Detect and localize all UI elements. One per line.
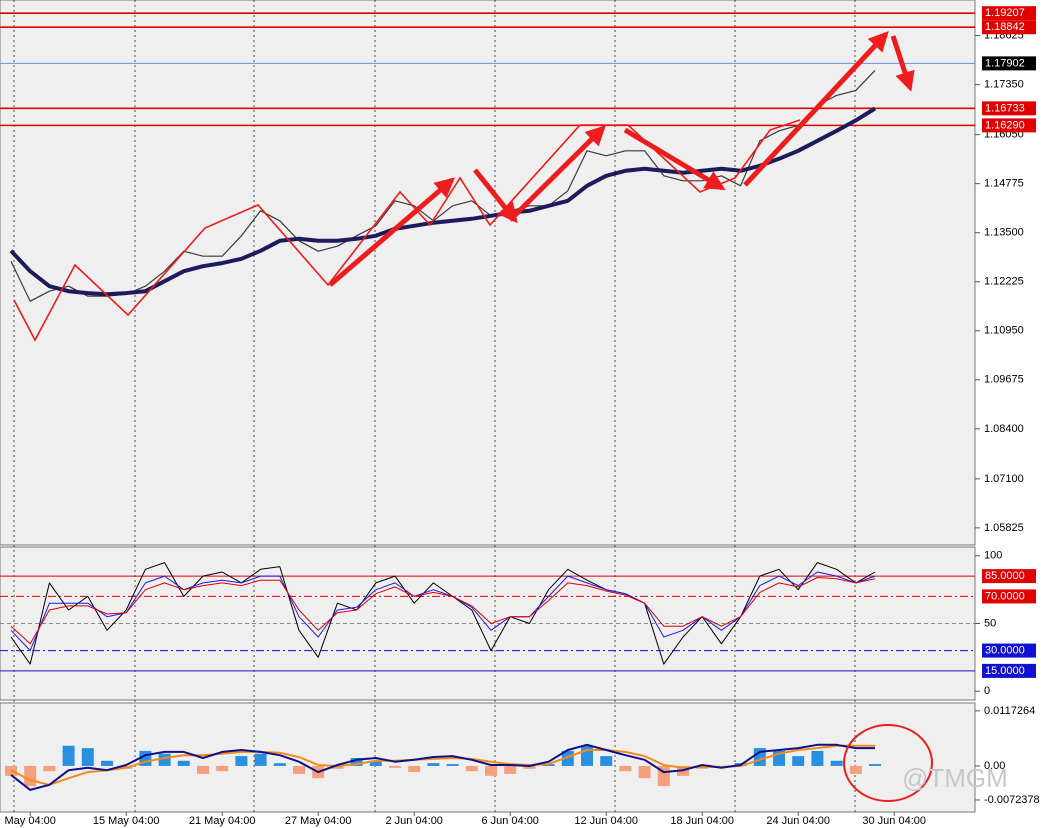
- level-label-box: [982, 20, 1036, 35]
- series-line: [10, 577, 876, 645]
- histogram-bar: [849, 765, 862, 774]
- histogram-bar: [485, 765, 497, 776]
- level-label-box: [982, 56, 1036, 71]
- y-tick-label: 1.07100: [984, 473, 1024, 485]
- y-tick-label: 100: [984, 550, 1002, 562]
- level-label-box: [982, 643, 1036, 658]
- x-tick-label: May 04:00: [5, 815, 56, 827]
- y-tick-label: 1.10950: [984, 325, 1024, 337]
- level-label: 70.0000: [985, 590, 1025, 602]
- series-line: [9, 106, 877, 297]
- histogram-bar: [408, 765, 421, 773]
- histogram-bar: [523, 765, 536, 769]
- histogram-bar: [869, 764, 881, 766]
- histogram-bar: [446, 764, 459, 766]
- level-label-box: [982, 118, 1036, 133]
- histogram-bar: [369, 760, 382, 766]
- histogram-bar: [792, 756, 805, 766]
- histogram-bar: [24, 765, 37, 787]
- histogram-bar: [331, 765, 344, 769]
- histogram-bar: [350, 757, 363, 766]
- histogram-bar: [43, 765, 56, 772]
- y-tick-label: -0.0072378: [984, 794, 1040, 806]
- series-line: [10, 562, 876, 665]
- level-label: 1.16290: [985, 119, 1025, 131]
- y-tick-label: 0: [984, 685, 990, 697]
- level-label: 30.0000: [985, 644, 1025, 656]
- level-label: 85.0000: [985, 570, 1025, 582]
- histogram-bar: [273, 763, 286, 766]
- level-label-box: [982, 569, 1036, 584]
- level-label: 1.17902: [985, 57, 1025, 69]
- histogram-bar: [561, 750, 574, 766]
- histogram-bar: [600, 756, 613, 766]
- arrow: [743, 31, 889, 187]
- y-tick-label: 1.14775: [984, 178, 1024, 190]
- highlight-circle: [843, 724, 933, 802]
- level-label-box: [982, 589, 1036, 604]
- x-tick-label: 2 Jun 04:00: [385, 815, 443, 827]
- histogram-bar: [465, 765, 478, 772]
- x-tick-label: 12 Jun 04:00: [574, 815, 638, 827]
- histogram-bar: [216, 765, 229, 772]
- watermark: @TMGM: [902, 763, 1008, 793]
- series-line: [10, 69, 876, 302]
- histogram-bar: [811, 750, 824, 766]
- y-tick-label: 1.05825: [984, 522, 1024, 534]
- histogram-bar: [197, 765, 209, 774]
- arrow: [890, 35, 915, 92]
- x-tick-label: 6 Jun 04:00: [481, 815, 539, 827]
- y-tick-label: 0.00: [984, 760, 1005, 772]
- y-tick-label: 1.12225: [984, 276, 1024, 288]
- level-label-box: [982, 663, 1036, 678]
- histogram-bar: [389, 765, 401, 768]
- y-tick-label: 0.0117264: [984, 705, 1035, 717]
- session-separators: [13, 0, 856, 812]
- histogram-bar: [62, 745, 75, 766]
- x-tick-label: 24 Jun 04:00: [766, 815, 830, 827]
- arrow: [623, 127, 726, 191]
- histogram-bar: [101, 760, 113, 766]
- level-label-box: [982, 101, 1036, 116]
- trend-arrows: [328, 31, 915, 287]
- x-tick-label: 21 May 04:00: [189, 815, 256, 827]
- x-tick-label: 30 Jun 04:00: [862, 815, 926, 827]
- histogram-bar: [427, 763, 440, 766]
- level-label: 1.16733: [985, 102, 1025, 114]
- y-tick-label: 1.09675: [984, 374, 1024, 386]
- price-panel: [0, 0, 976, 546]
- histogram-bar: [581, 745, 593, 766]
- x-tick-label: 15 May 04:00: [93, 815, 160, 827]
- y-tick-label: 1.08400: [984, 423, 1024, 435]
- x-tick-label: 18 Jun 04:00: [670, 815, 734, 827]
- x-tick-label: 27 May 04:00: [285, 815, 352, 827]
- histogram-bar: [235, 756, 248, 766]
- histogram-bar: [177, 760, 190, 766]
- arrow: [508, 125, 606, 222]
- series-line: [10, 571, 876, 652]
- histogram-bar: [158, 753, 171, 766]
- histogram-bar: [293, 765, 305, 774]
- histogram-bar: [830, 760, 843, 766]
- level-label: 1.18842: [985, 21, 1025, 33]
- y-tick-label: 1.17350: [984, 79, 1024, 91]
- level-label: 1.19207: [985, 7, 1025, 19]
- arrow: [328, 177, 456, 287]
- arrow: [473, 168, 518, 224]
- y-tick-label: 1.13500: [984, 227, 1024, 239]
- y-tick-label: 50: [984, 617, 996, 629]
- level-label-box: [982, 6, 1036, 21]
- level-label: 15.0000: [985, 665, 1025, 677]
- histogram-bar: [504, 765, 517, 774]
- histogram-bar: [638, 765, 651, 779]
- histogram-bar: [81, 748, 94, 766]
- plot-layer: 1.05825 1.07100 1.08400 1.09675 1.10950 1.122…: [0, 6, 1040, 827]
- histogram-bar: [619, 765, 632, 772]
- histogram-bar: [254, 753, 267, 766]
- series-line: [10, 743, 875, 791]
